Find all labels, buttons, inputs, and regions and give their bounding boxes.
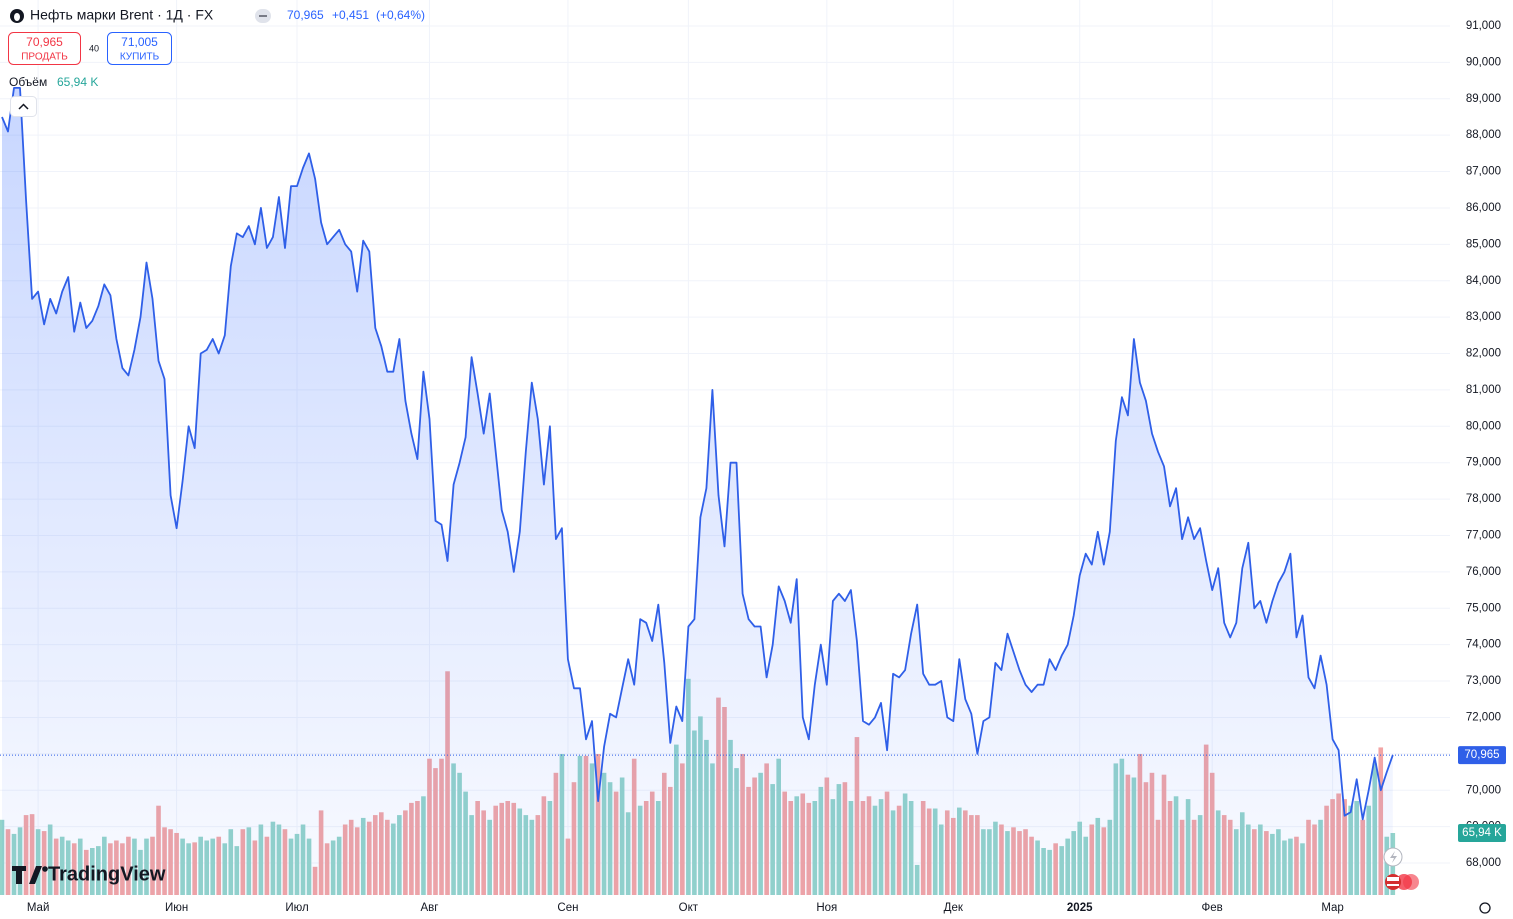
y-tick-label: 87,000 [1466,166,1501,178]
x-tick-label: Авг [420,902,438,914]
x-tick-label: Мар [1321,902,1344,914]
x-tick-label: Май [27,902,50,914]
y-tick-label: 84,000 [1466,275,1501,287]
price-area-fill [2,87,1393,895]
y-tick-label: 79,000 [1466,457,1501,469]
y-tick-label: 91,000 [1466,20,1501,32]
collapse-icon [259,15,267,17]
y-tick-label: 85,000 [1466,238,1501,250]
last-price: 70,965 [287,8,324,22]
symbol-icon-drop [14,13,20,21]
y-tick-label: 89,000 [1466,93,1501,105]
flag-stripe [1387,877,1399,881]
spread: 40 [89,43,99,53]
lightning-glyph [1390,851,1397,863]
y-tick-label: 73,000 [1466,675,1501,687]
price-area [0,87,1450,895]
y-tick-label: 81,000 [1466,384,1501,396]
buy-label: КУПИТЬ [120,52,160,63]
symbol-title[interactable]: Нефть марки Brent · 1Д · FX [30,7,214,23]
x-tick-label: Ноя [816,902,837,914]
volume-legend-value: 65,94 K [57,75,98,89]
x-tick-label: Окт [679,902,699,914]
price-change-pct: (+0,64%) [376,8,425,22]
buy-button[interactable] [107,32,172,65]
x-tick-label: Июн [165,902,188,914]
event-icon[interactable] [1396,874,1412,890]
y-tick-label: 68,000 [1466,857,1501,869]
y-tick-label: 86,000 [1466,202,1501,214]
y-tick-label: 90,000 [1466,56,1501,68]
volume-badge [1458,824,1506,843]
brand-logo [12,866,42,884]
y-tick-label: 72,000 [1466,711,1501,723]
legend-toggle-icon [18,103,29,110]
x-tick-label: Июл [285,902,308,914]
event-icon[interactable] [1385,874,1401,890]
y-tick-label: 75,000 [1466,602,1501,614]
price-line [1,87,1394,821]
y-tick-label: 82,000 [1466,348,1501,360]
y-tick-label: 78,000 [1466,493,1501,505]
price-change: +0,451 [332,8,369,22]
last-price-badge [1458,746,1506,765]
y-tick-label: 74,000 [1466,639,1501,651]
buy-price: 71,005 [121,35,158,49]
y-tick-label: 77,000 [1466,530,1501,542]
settings-icon[interactable] [1479,902,1491,914]
x-tick-label: Сен [557,902,578,914]
last-price-label: 70,965 [1464,749,1499,761]
y-tick-label: 83,000 [1466,311,1501,323]
sell-button[interactable] [8,32,81,65]
flag-stripe [1387,884,1399,886]
header: Нефть марки Brent · 1Д · FX 70,965 +0,45… [8,7,425,117]
volume-legend-label: Объём [9,75,47,89]
time-axis: Май Июн Июл Авг Сен Окт Ноя Дек 2025 Фев Мар [27,902,1344,914]
sell-price: 70,965 [26,35,63,49]
y-tick-label: 88,000 [1466,129,1501,141]
brand-logo-dot [42,866,48,872]
y-tick-label: 80,000 [1466,420,1501,432]
legend-toggle[interactable] [10,96,37,117]
x-tick-label: Дек [944,902,964,914]
price-axis: 68,00069,00070,00071,00072,00073,00074,0… [1458,20,1506,869]
y-tick-label: 76,000 [1466,566,1501,578]
brand-name: TradingView [48,863,166,885]
volume-badge-label: 65,94 K [1462,827,1502,839]
sell-label: ПРОДАТЬ [21,52,68,63]
y-tick-label: 70,000 [1466,784,1501,796]
brand: TradingView [12,863,166,885]
x-tick-label: 2025 [1067,902,1093,914]
x-tick-label: Фев [1202,902,1223,914]
